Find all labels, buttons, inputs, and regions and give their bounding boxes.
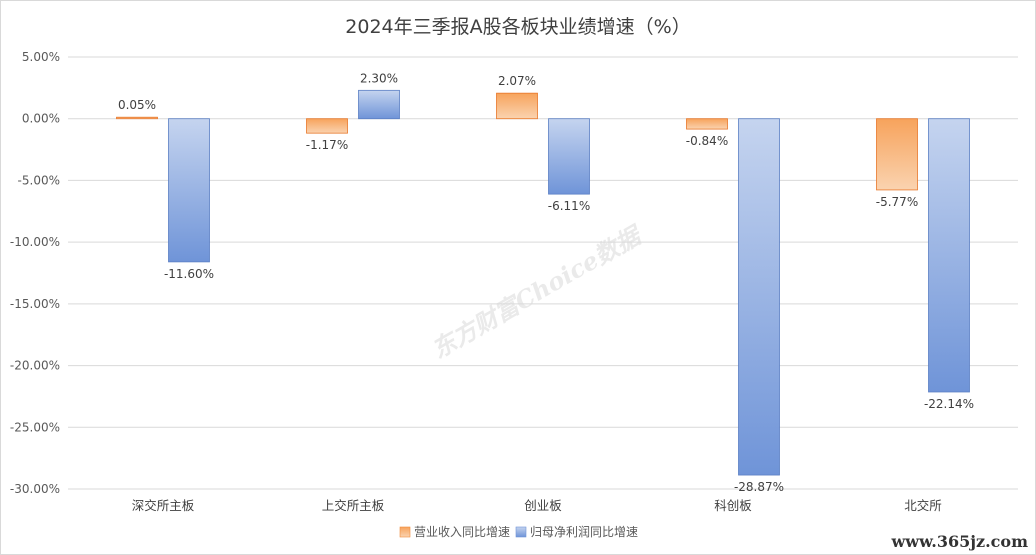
y-tick-label: -20.00% — [10, 359, 60, 373]
bar-profit — [548, 118, 590, 195]
data-label-revenue: 2.07% — [498, 74, 536, 88]
y-tick-label: -25.00% — [10, 420, 60, 434]
bar-revenue — [876, 118, 918, 191]
gridlines — [68, 56, 1018, 490]
y-tick-label: 5.00% — [22, 50, 60, 64]
bar-profit — [738, 118, 780, 476]
data-label-profit: 2.30% — [360, 71, 398, 85]
watermark-text: 东方财富Choice数据 — [426, 219, 648, 364]
data-label-revenue: 0.05% — [118, 98, 156, 112]
bar-revenue — [306, 118, 348, 134]
bar-profit — [168, 118, 210, 263]
data-label-profit: -22.14% — [924, 397, 974, 411]
bar-profit — [928, 118, 970, 393]
bar-revenue — [686, 118, 728, 130]
legend-swatch-profit — [515, 526, 527, 538]
y-tick-label: -10.00% — [10, 235, 60, 249]
legend-swatch-revenue — [399, 526, 411, 538]
category-label: 上交所主板 — [322, 498, 385, 513]
data-label-revenue: -0.84% — [686, 134, 728, 148]
bar-revenue — [116, 116, 158, 120]
category-label: 北交所 — [904, 498, 942, 513]
bar-profit — [358, 89, 400, 120]
site-footer: www.365jz.com — [891, 532, 1029, 551]
data-labels-group: 0.05% -11.60% -1.17% 2.30% 2.07% -6.11% -0.84%… — [118, 71, 974, 494]
y-tick-label: -15.00% — [10, 297, 60, 311]
bars-group — [116, 89, 970, 476]
data-label-profit: -6.11% — [548, 199, 590, 213]
data-label-revenue: -5.77% — [876, 195, 918, 209]
y-tick-label: -5.00% — [18, 173, 60, 187]
category-labels-group: 深交所主板 上交所主板 创业板 科创板 北交所 — [132, 498, 942, 513]
legend-label-revenue: 营业收入同比增速 — [414, 525, 510, 539]
data-label-profit: -11.60% — [164, 267, 214, 281]
data-label-revenue: -1.17% — [306, 138, 348, 152]
legend-label-profit: 归母净利润同比增速 — [530, 525, 638, 539]
category-label: 深交所主板 — [132, 498, 195, 513]
category-label: 科创板 — [714, 498, 752, 513]
legend: 营业收入同比增速 归母净利润同比增速 — [399, 525, 638, 539]
category-label: 创业板 — [524, 498, 562, 513]
y-axis-tick-labels: 5.00% 0.00% -5.00% -10.00% -15.00% -20.00% -25… — [10, 50, 60, 496]
y-tick-label: 0.00% — [22, 112, 60, 126]
y-tick-label: -30.00% — [10, 482, 60, 496]
data-label-profit: -28.87% — [734, 480, 784, 494]
chart-title: 2024年三季报A股各板块业绩增速（%） — [345, 16, 690, 38]
bar-revenue — [496, 92, 538, 120]
